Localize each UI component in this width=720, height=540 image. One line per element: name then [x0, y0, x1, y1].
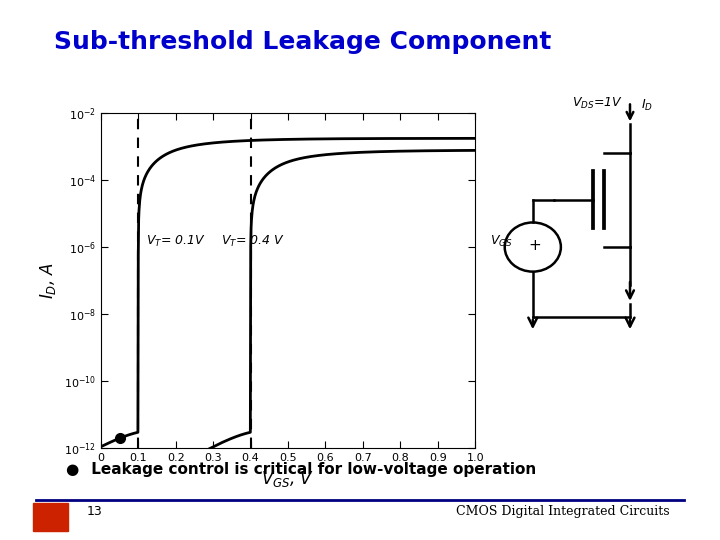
- Text: Leakage control is critical for low-voltage operation: Leakage control is critical for low-volt…: [86, 462, 536, 477]
- Bar: [33, 503, 68, 531]
- X-axis label: $V_{GS}$, V: $V_{GS}$, V: [261, 469, 315, 489]
- Text: Sub-threshold Leakage Component: Sub-threshold Leakage Component: [54, 30, 551, 53]
- Text: +: +: [528, 238, 541, 253]
- Text: CMOS Digital Integrated Circuits: CMOS Digital Integrated Circuits: [456, 505, 670, 518]
- Y-axis label: $I_D$, A: $I_D$, A: [38, 262, 58, 299]
- Text: $V_T$= 0.4 V: $V_T$= 0.4 V: [220, 234, 284, 249]
- Text: 13: 13: [86, 505, 102, 518]
- Text: $I_D$: $I_D$: [641, 98, 653, 113]
- Text: $V_{GS}$: $V_{GS}$: [490, 234, 512, 249]
- Text: ●: ●: [65, 462, 78, 477]
- Text: $V_{DS}$=1V: $V_{DS}$=1V: [572, 96, 623, 111]
- Text: $V_T$= 0.1V: $V_T$= 0.1V: [145, 234, 206, 249]
